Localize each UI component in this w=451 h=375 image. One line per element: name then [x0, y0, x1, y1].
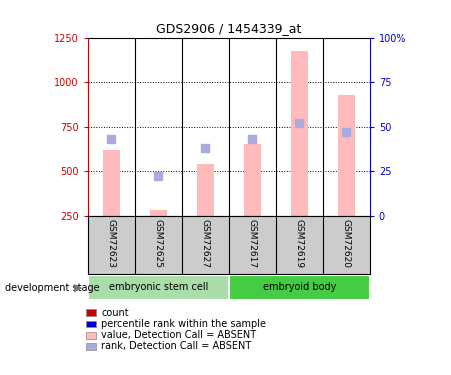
Text: percentile rank within the sample: percentile rank within the sample — [101, 319, 267, 329]
Bar — [88, 274, 229, 300]
Point — [249, 136, 256, 142]
Text: GSM72620: GSM72620 — [342, 219, 351, 267]
Bar — [229, 274, 370, 300]
Bar — [244, 144, 261, 216]
Text: embryonic stem cell: embryonic stem cell — [109, 282, 208, 292]
Point — [155, 173, 162, 180]
Point — [202, 145, 209, 151]
Bar — [197, 164, 214, 216]
Bar — [103, 150, 120, 216]
Text: development stage: development stage — [5, 283, 99, 293]
Text: value, Detection Call = ABSENT: value, Detection Call = ABSENT — [101, 330, 257, 340]
Text: embryoid body: embryoid body — [262, 282, 336, 292]
Text: ▶: ▶ — [74, 283, 82, 293]
Point — [108, 136, 115, 142]
Point — [296, 120, 303, 126]
Text: GSM72627: GSM72627 — [201, 219, 210, 267]
Point — [343, 129, 350, 135]
Bar — [291, 51, 308, 216]
Title: GDS2906 / 1454339_at: GDS2906 / 1454339_at — [156, 22, 302, 35]
Text: GSM72625: GSM72625 — [154, 219, 163, 267]
Bar — [150, 210, 166, 216]
Bar — [338, 94, 354, 216]
Text: GSM72619: GSM72619 — [295, 219, 304, 268]
Text: count: count — [101, 308, 129, 318]
Text: rank, Detection Call = ABSENT: rank, Detection Call = ABSENT — [101, 342, 252, 351]
Text: GSM72617: GSM72617 — [248, 219, 257, 268]
Text: GSM72623: GSM72623 — [107, 219, 116, 267]
